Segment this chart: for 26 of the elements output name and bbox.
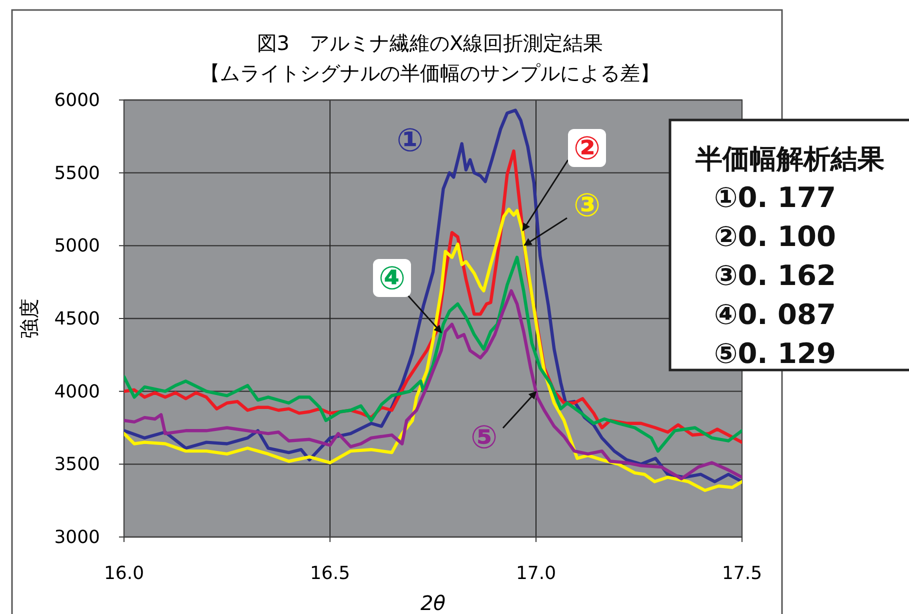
series-label: ③ xyxy=(573,186,601,224)
annotation: ①0. 177 xyxy=(714,181,836,214)
y-tick-label: 3500 xyxy=(54,454,100,476)
series-label: ⑤ xyxy=(470,418,498,456)
y-tick-label: 4500 xyxy=(54,308,100,330)
chart-subtitle: 【ムライトシグナルの半価幅のサンプルによる差】 xyxy=(200,61,660,85)
series-label: ② xyxy=(573,129,601,167)
annotation: ⑤0. 129 xyxy=(714,337,836,370)
y-tick-label: 4000 xyxy=(54,381,100,402)
series-label: ④ xyxy=(378,259,406,297)
y-tick-label: 3000 xyxy=(54,527,100,548)
chart-title: 図3 アルミナ繊維のX線回折測定結果 xyxy=(256,31,604,55)
annotation: ④0. 087 xyxy=(714,298,836,331)
y-tick-label: 6000 xyxy=(54,90,100,111)
x-tick-label: 17.0 xyxy=(516,563,556,584)
y-axis-title: 強度 xyxy=(17,298,41,338)
annotation: ②0. 100 xyxy=(714,220,836,253)
x-tick-label: 16.0 xyxy=(104,563,144,584)
x-tick-label: 16.5 xyxy=(310,563,350,584)
x-tick-label: 17.5 xyxy=(722,563,762,584)
series-label: ① xyxy=(396,121,424,159)
x-axis-title: 2θ xyxy=(420,591,446,614)
annotation: 半価幅解析結果 xyxy=(694,144,884,175)
y-tick-label: 5500 xyxy=(54,162,100,184)
annotation: ③0. 162 xyxy=(714,259,836,292)
y-tick-label: 5000 xyxy=(54,236,100,257)
